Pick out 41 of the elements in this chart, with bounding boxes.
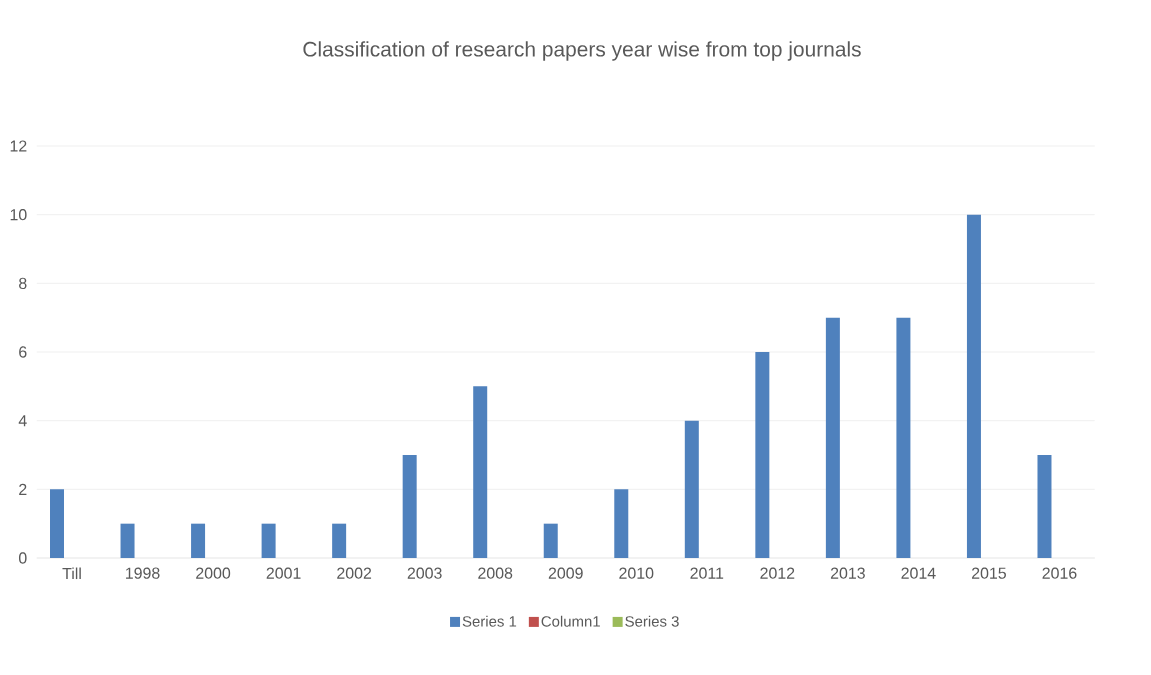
- bar: [896, 317, 911, 558]
- y-tick-label: 6: [19, 346, 27, 358]
- x-tick-label: 2009: [548, 567, 583, 579]
- x-tick-label: 2011: [690, 567, 724, 579]
- x-tick-label: 2013: [830, 567, 865, 579]
- x-tick-label: 2002: [337, 567, 372, 579]
- bar: [543, 523, 558, 558]
- x-tick-label: 2015: [972, 567, 1006, 579]
- x-tick-label: 1998: [126, 567, 160, 579]
- bar: [402, 455, 417, 558]
- y-tick-label: 2: [19, 483, 27, 495]
- x-tick-label: 2014: [901, 567, 936, 579]
- x-tick-label: 2000: [196, 567, 231, 579]
- x-tick-label: 2001: [266, 567, 301, 579]
- bar: [755, 352, 770, 558]
- y-tick-label: 0: [18, 552, 27, 564]
- chart-title: Classification of research papers year wise from top journals: [303, 41, 861, 61]
- bar: [1037, 455, 1052, 558]
- bar: [120, 523, 135, 558]
- bar: [966, 214, 981, 558]
- y-tick-label: 8: [19, 277, 27, 289]
- legend-label: Series 1: [462, 615, 517, 627]
- legend-label: Column1: [541, 615, 600, 627]
- y-tick-label: 12: [10, 140, 27, 152]
- legend-label: Series 3: [625, 615, 679, 627]
- x-tick-label: 2012: [760, 567, 795, 579]
- bar: [473, 386, 488, 558]
- x-tick-label: 2010: [619, 567, 654, 579]
- bar: [261, 523, 276, 558]
- bar: [684, 420, 699, 558]
- bar: [191, 523, 206, 558]
- x-tick-label: 2016: [1042, 567, 1077, 579]
- y-tick-label: 10: [10, 209, 27, 221]
- x-tick-label: Till: [62, 567, 81, 580]
- bar: [825, 317, 840, 558]
- x-tick-label: 2003: [407, 567, 442, 579]
- bar: [614, 489, 629, 558]
- y-tick-label: 4: [18, 415, 27, 427]
- bar: [332, 523, 347, 558]
- bar: [50, 489, 64, 558]
- x-tick-label: 2008: [478, 567, 513, 579]
